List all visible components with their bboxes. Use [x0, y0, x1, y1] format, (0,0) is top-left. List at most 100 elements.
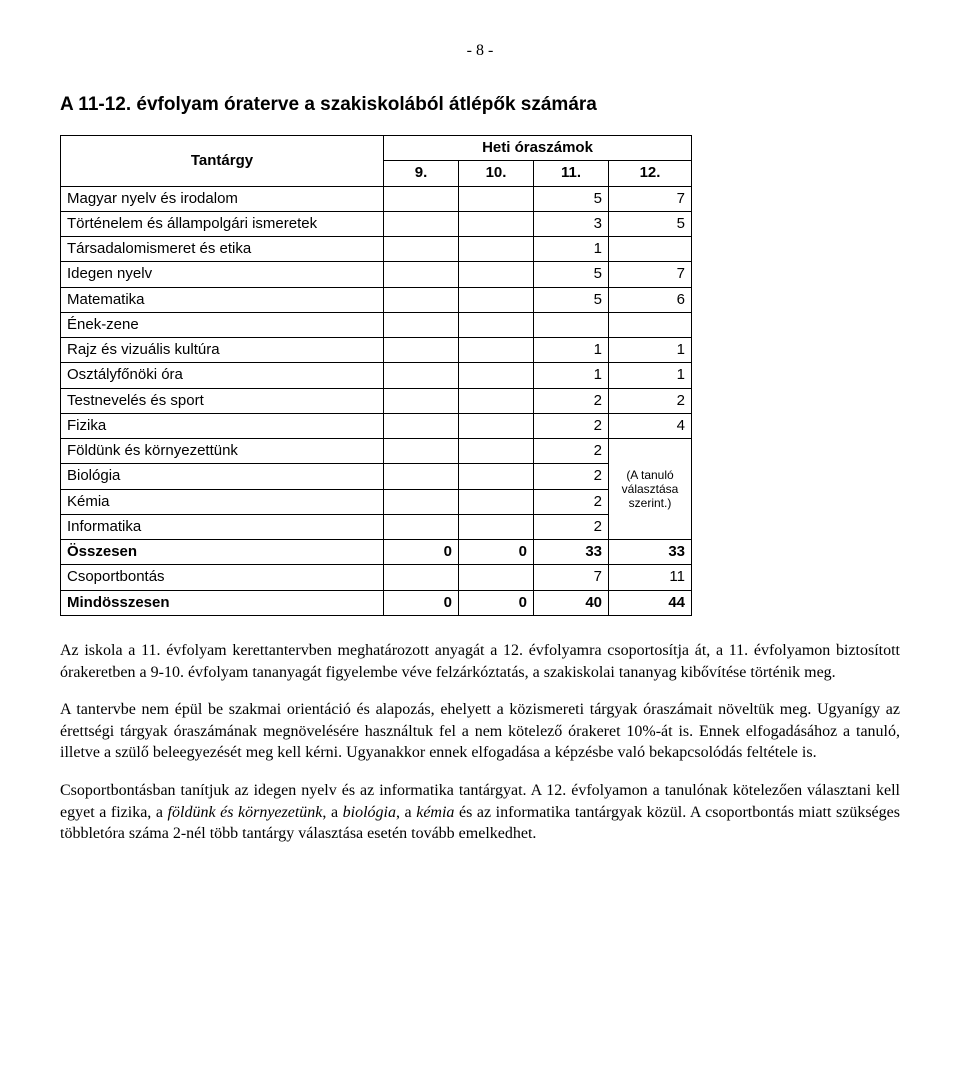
- row-value: [384, 413, 459, 438]
- row-value: 0: [384, 540, 459, 565]
- row-value: 2: [534, 489, 609, 514]
- row-value: 0: [459, 590, 534, 615]
- th-grade-12: 12.: [609, 161, 692, 186]
- para3-part-c: , a: [396, 804, 416, 821]
- th-grade-11: 11.: [534, 161, 609, 186]
- row-value: [384, 237, 459, 262]
- row-value: [459, 388, 534, 413]
- row-value: [459, 287, 534, 312]
- row-value: 7: [609, 186, 692, 211]
- row-value: [459, 338, 534, 363]
- row-value: [459, 413, 534, 438]
- row-value: [384, 464, 459, 489]
- row-value: 4: [609, 413, 692, 438]
- table-row: Fizika 24: [61, 413, 692, 438]
- row-label: Biológia: [61, 464, 384, 489]
- choice-note: (A tanuló választása szerint.): [609, 439, 692, 540]
- paragraph-2: A tantervbe nem épül be szakmai orientác…: [60, 699, 900, 764]
- table-row: Összesen003333: [61, 540, 692, 565]
- row-value: [459, 565, 534, 590]
- row-value: [459, 489, 534, 514]
- page-heading: A 11-12. évfolyam óraterve a szakiskoláb…: [60, 92, 900, 118]
- table-row: Testnevelés és sport22: [61, 388, 692, 413]
- paragraph-3: Csoportbontásban tanítjuk az idegen nyel…: [60, 780, 900, 845]
- row-label: Történelem és állampolgári ismeretek: [61, 211, 384, 236]
- table-row: Ének-zene: [61, 312, 692, 337]
- row-label: Fizika: [61, 413, 384, 438]
- row-label: Csoportbontás: [61, 565, 384, 590]
- th-subject: Tantárgy: [61, 136, 384, 187]
- row-label: Osztályfőnöki óra: [61, 363, 384, 388]
- row-value: [459, 262, 534, 287]
- row-value: 5: [534, 287, 609, 312]
- row-value: 44: [609, 590, 692, 615]
- row-value: 1: [534, 363, 609, 388]
- row-value: [459, 237, 534, 262]
- th-grade-9: 9.: [384, 161, 459, 186]
- row-value: [384, 262, 459, 287]
- row-label: Földünk és környezettünk: [61, 439, 384, 464]
- row-value: [609, 312, 692, 337]
- row-value: [609, 237, 692, 262]
- row-value: [459, 186, 534, 211]
- row-value: [384, 363, 459, 388]
- para3-part-b: , a: [322, 804, 342, 821]
- row-value: 1: [609, 338, 692, 363]
- row-value: 5: [534, 262, 609, 287]
- para3-italic-3: kémia: [416, 804, 454, 821]
- row-value: 6: [609, 287, 692, 312]
- table-row: Osztályfőnöki óra 11: [61, 363, 692, 388]
- row-value: 1: [609, 363, 692, 388]
- row-value: [459, 211, 534, 236]
- row-value: [459, 312, 534, 337]
- row-value: 1: [534, 237, 609, 262]
- table-row: Idegen nyelv 57: [61, 262, 692, 287]
- row-value: 2: [609, 388, 692, 413]
- row-label: Ének-zene: [61, 312, 384, 337]
- row-value: 0: [459, 540, 534, 565]
- th-hours: Heti óraszámok: [384, 136, 692, 161]
- row-value: [459, 464, 534, 489]
- table-row: Matematika 56: [61, 287, 692, 312]
- row-value: [384, 287, 459, 312]
- row-value: [384, 312, 459, 337]
- row-value: [384, 388, 459, 413]
- table-row: Történelem és állampolgári ismeretek35: [61, 211, 692, 236]
- row-value: 7: [609, 262, 692, 287]
- row-value: 40: [534, 590, 609, 615]
- row-label: Matematika: [61, 287, 384, 312]
- row-value: 2: [534, 514, 609, 539]
- row-label: Kémia: [61, 489, 384, 514]
- row-value: [384, 338, 459, 363]
- row-value: [459, 439, 534, 464]
- row-label: Testnevelés és sport: [61, 388, 384, 413]
- row-value: 33: [534, 540, 609, 565]
- para3-italic-2: biológia: [343, 804, 396, 821]
- table-row: Magyar nyelv és irodalom 57: [61, 186, 692, 211]
- row-value: [384, 489, 459, 514]
- row-label: Összesen: [61, 540, 384, 565]
- row-value: 7: [534, 565, 609, 590]
- row-label: Idegen nyelv: [61, 262, 384, 287]
- row-value: [459, 363, 534, 388]
- row-value: 2: [534, 439, 609, 464]
- row-label: Informatika: [61, 514, 384, 539]
- row-value: [459, 514, 534, 539]
- para3-italic-1: földünk és környezetünk: [168, 804, 323, 821]
- table-row: Mindösszesen004044: [61, 590, 692, 615]
- row-value: 11: [609, 565, 692, 590]
- row-value: [384, 565, 459, 590]
- row-value: [384, 439, 459, 464]
- row-label: Társadalomismeret és etika: [61, 237, 384, 262]
- row-label: Rajz és vizuális kultúra: [61, 338, 384, 363]
- row-value: 5: [534, 186, 609, 211]
- table-row: Társadalomismeret és etika 1: [61, 237, 692, 262]
- row-value: 2: [534, 413, 609, 438]
- table-row: Csoportbontás 711: [61, 565, 692, 590]
- row-value: [384, 186, 459, 211]
- paragraph-1: Az iskola a 11. évfolyam kerettantervben…: [60, 640, 900, 683]
- row-value: 3: [534, 211, 609, 236]
- timetable: Tantárgy Heti óraszámok 9. 10. 11. 12. M…: [60, 135, 692, 616]
- row-value: [384, 514, 459, 539]
- row-label: Magyar nyelv és irodalom: [61, 186, 384, 211]
